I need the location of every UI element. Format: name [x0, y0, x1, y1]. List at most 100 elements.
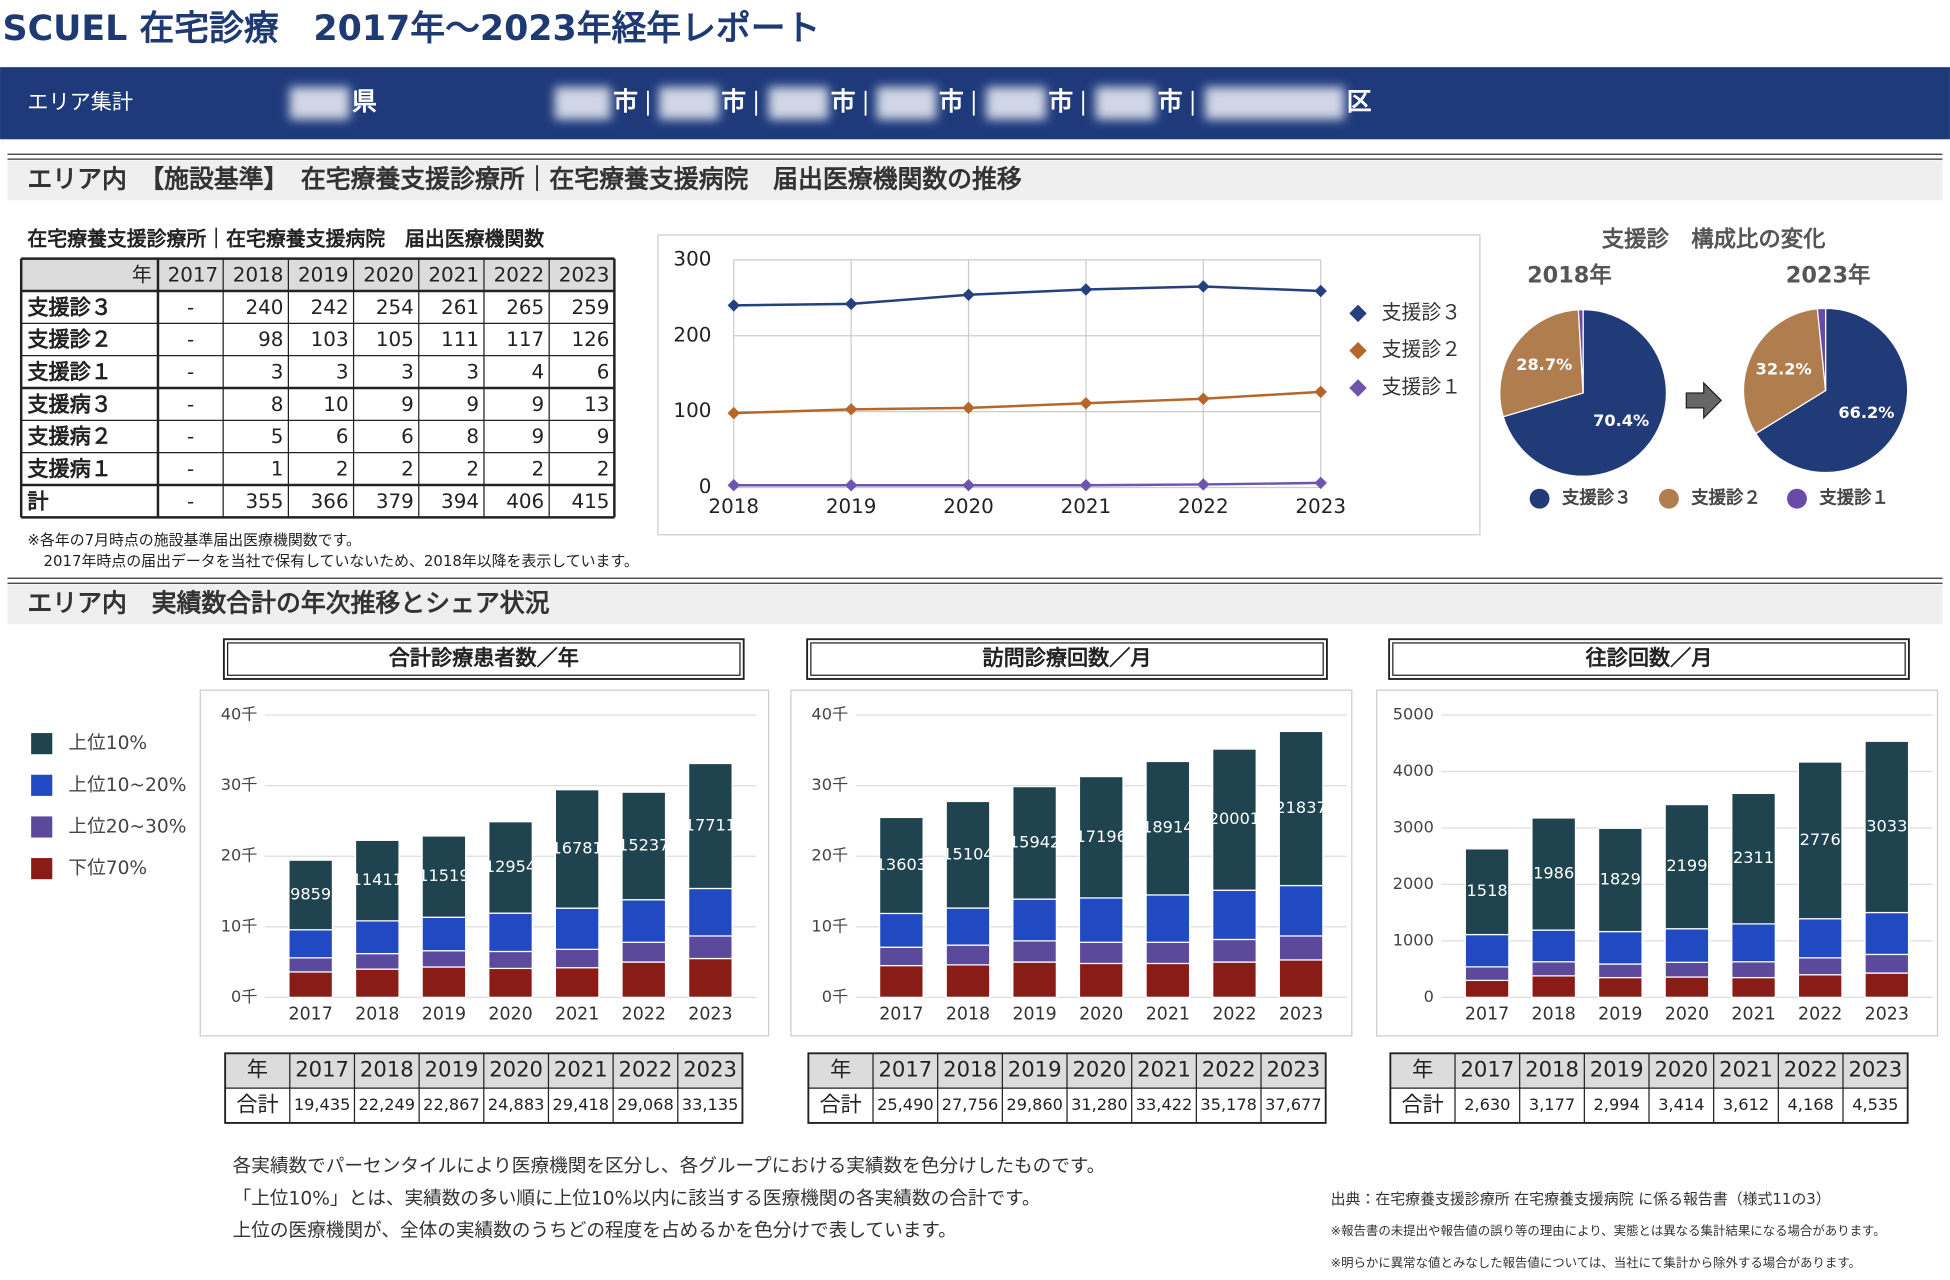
bar-segment [1531, 961, 1577, 977]
x-tick-label: 2021 [1061, 495, 1112, 518]
table-cell: 13 [584, 393, 609, 416]
data-label: 11519 [418, 866, 469, 885]
table-note: ※各年の7月時点の施設基準届出医療機関数です。 [27, 531, 361, 549]
x-tick-label: 2019 [422, 1005, 466, 1025]
table-header: 2018 [233, 264, 284, 287]
table-header: 2022 [1784, 1057, 1838, 1082]
row-label: 支援診１ [27, 359, 112, 384]
bar-segment [1597, 930, 1643, 965]
legend-label: 支援診１ [1819, 488, 1889, 509]
note: 上位の医療機関が、全体の実績数のうちどの程度を占めるかを色分けで表しています。 [233, 1221, 957, 1242]
y-tick-label: 40千 [221, 705, 258, 724]
bar-segment [1531, 975, 1577, 998]
marker [1197, 392, 1210, 405]
section-title: エリア内 実績数合計の年次推移とシェア状況 [27, 588, 549, 617]
table-note: 2017年時点の届出データを当社で保有していないため、2018年以降を表示してい… [44, 552, 639, 570]
table-cell: 35,178 [1200, 1095, 1257, 1114]
x-tick-label: 2017 [879, 1005, 923, 1025]
legend-dot [1658, 488, 1679, 509]
row-label: 支援診３ [27, 294, 112, 319]
bar-segment [1212, 938, 1257, 963]
bar-segment [488, 950, 533, 970]
x-tick-label: 2022 [1178, 495, 1229, 518]
marker [727, 478, 740, 492]
row-label: 合計 [236, 1092, 278, 1117]
chart-title: 訪問診療回数／月 [983, 645, 1152, 670]
pie-slice [1742, 308, 1827, 435]
x-tick-label: 2020 [1079, 1005, 1123, 1025]
data-label: 2199 [1666, 856, 1707, 875]
chart-frame [1376, 689, 1939, 1037]
bar-segment [945, 800, 991, 909]
bar-segment [878, 912, 924, 948]
data-label: 16781 [551, 838, 602, 857]
area-name: 市 [1048, 87, 1073, 116]
x-tick-label: 2020 [1665, 1005, 1709, 1025]
table-cell: 3,612 [1723, 1095, 1769, 1114]
area-name: 市 [1158, 87, 1183, 116]
chart-title-box-inner [226, 642, 741, 676]
area-name: 市 [831, 87, 856, 116]
marker [1314, 385, 1327, 399]
x-tick-label: 2023 [688, 1005, 732, 1025]
line [733, 390, 1321, 415]
table-cell: 2,630 [1464, 1095, 1510, 1114]
table-cell: 8 [271, 393, 284, 416]
legend-swatch [31, 733, 53, 755]
pie-label: 66.2% [1838, 403, 1894, 422]
x-tick-label: 2020 [488, 1005, 532, 1025]
marker [844, 478, 858, 492]
table-cell: 242 [311, 296, 349, 319]
table-cell: - [187, 296, 194, 319]
bar-segment [945, 907, 991, 946]
row-label: 支援診２ [27, 327, 112, 352]
pie-title: 支援診 構成比の変化 [1602, 227, 1826, 253]
bar-segment [1145, 962, 1191, 998]
data-label: 15942 [1009, 832, 1060, 851]
chart-title-box [222, 638, 745, 680]
x-tick-label: 2021 [1146, 1005, 1190, 1025]
table-cell: 19,435 [294, 1095, 351, 1114]
bar-segment [1078, 941, 1124, 965]
marker [727, 299, 740, 312]
y-tick-label: 0千 [822, 987, 848, 1006]
area-label: エリア集計 [27, 89, 133, 114]
data-label: 17711 [685, 815, 736, 834]
table-cell: 105 [376, 328, 414, 351]
bar-segment [1797, 918, 1843, 959]
table-cell: - [187, 425, 194, 448]
bar-segment [1597, 963, 1643, 979]
bar-segment [878, 946, 924, 967]
bar-segment [354, 839, 400, 922]
table-cell: - [187, 458, 194, 481]
pie-slice [1577, 309, 1584, 394]
table-cell: 2,994 [1594, 1095, 1640, 1114]
bar-segment [288, 859, 334, 931]
bar-segment [1145, 760, 1191, 896]
x-tick-label: 2021 [555, 1005, 599, 1025]
bar-segment [621, 941, 667, 963]
table-cell: 98 [258, 328, 283, 351]
row-label: 支援病２ [27, 424, 112, 449]
table-cell: - [187, 328, 194, 351]
y-tick-label: 3000 [1393, 817, 1434, 836]
x-tick-label: 2021 [1731, 1005, 1775, 1025]
bar-segment [1078, 897, 1124, 943]
table-cell: 6 [401, 425, 414, 448]
bar-segment [1212, 889, 1257, 941]
legend-label: 上位10% [68, 733, 147, 754]
table-cell: 1 [271, 458, 284, 481]
table-cell: 25,490 [877, 1095, 934, 1114]
table-cell: - [187, 490, 194, 513]
data-label: 1986 [1533, 864, 1574, 883]
table-cell: 5 [271, 425, 284, 448]
blurred-name [289, 87, 350, 120]
y-tick-label: 4000 [1393, 761, 1434, 780]
blurred-name [554, 87, 611, 120]
pie-slice [1502, 309, 1667, 477]
legend-label: 支援診３ [1562, 488, 1632, 509]
table-cell: 9 [532, 425, 545, 448]
data-label: 15237 [618, 835, 669, 854]
